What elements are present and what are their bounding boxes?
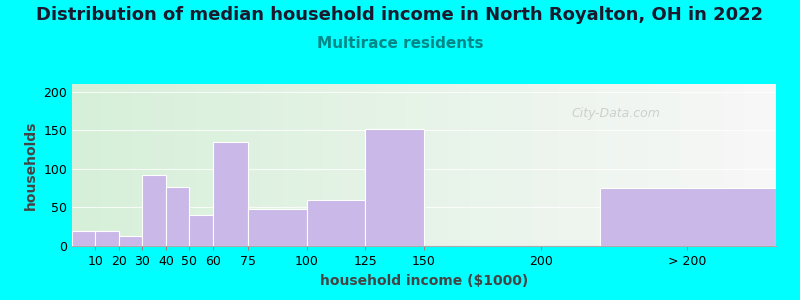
Bar — [190, 215, 213, 246]
Bar — [95, 231, 119, 246]
Text: City-Data.com: City-Data.com — [572, 107, 661, 120]
Bar — [142, 175, 166, 246]
Bar — [248, 209, 306, 246]
Bar — [600, 188, 776, 246]
X-axis label: household income ($1000): household income ($1000) — [320, 274, 528, 288]
Bar — [306, 200, 366, 246]
Text: Multirace residents: Multirace residents — [317, 36, 483, 51]
Bar — [119, 236, 142, 246]
Y-axis label: households: households — [24, 120, 38, 210]
Bar — [72, 231, 95, 246]
Bar — [166, 187, 190, 246]
Text: Distribution of median household income in North Royalton, OH in 2022: Distribution of median household income … — [37, 6, 763, 24]
Bar — [213, 142, 248, 246]
Bar — [366, 129, 424, 246]
